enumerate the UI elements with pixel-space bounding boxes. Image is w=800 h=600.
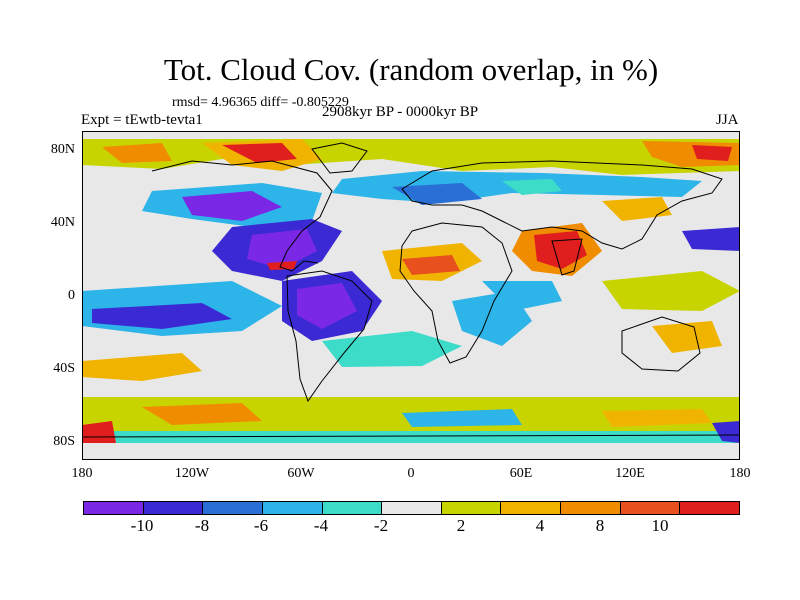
lat-label-40s: 40S [53,361,75,376]
colorbar-swatch-3 [262,502,323,514]
colorbar-label: -10 [130,516,154,535]
lon-label-120e: 120E [615,466,645,481]
colorbar-label: 8 [595,516,605,535]
period-text: 2908kyr BP - 0000kyr BP [322,104,479,120]
experiment-label: Expt = tEwtb-tevta1 [81,112,203,128]
colorbar-swatch-1 [143,502,204,514]
colorbar-label: -2 [373,516,389,535]
lon-label-120w: 120W [174,466,210,481]
colorbar-label: -8 [194,516,210,535]
colorbar-swatch-0 [84,502,144,514]
colorbar-label: 10 [651,516,669,535]
colorbar-label: 2 [456,516,466,535]
lon-label-60e: 60E [509,466,533,481]
colorbar-label: -6 [253,516,269,535]
plot-title: Tot. Cloud Cov. (random overlap, in %) [163,52,659,87]
lat-label-80s: 80S [53,434,75,449]
lat-label-0: 0 [68,288,75,303]
anomaly-fill [82,139,740,443]
colorbar-swatch-6 [441,502,502,514]
colorbar-swatch-7 [501,502,562,514]
colorbar-swatch-8 [561,502,621,514]
colorbar-swatch-10 [680,502,740,514]
lon-label-0: 0 [407,466,415,481]
lat-label-80n: 80N [50,142,75,157]
lat-label-40n: 40N [50,215,75,230]
colorbar-swatch-5 [382,502,442,514]
lon-label-180e: 180 [729,466,751,481]
colorbar [83,501,740,515]
stats-text: rmsd= 4.96365 diff= -0.805229 [172,95,349,110]
colorbar-label: 4 [535,516,545,535]
lon-label-60w: 60W [287,466,315,481]
colorbar-swatch-9 [620,502,681,514]
map-frame [82,131,740,460]
season-label: JJA [716,112,739,128]
lon-label-180w: 180 [71,466,93,481]
colorbar-label: -4 [313,516,329,535]
colorbar-swatch-4 [322,502,383,514]
coastlines [82,142,740,438]
colorbar-swatch-2 [203,502,263,514]
cloud-cover-map [82,131,740,460]
